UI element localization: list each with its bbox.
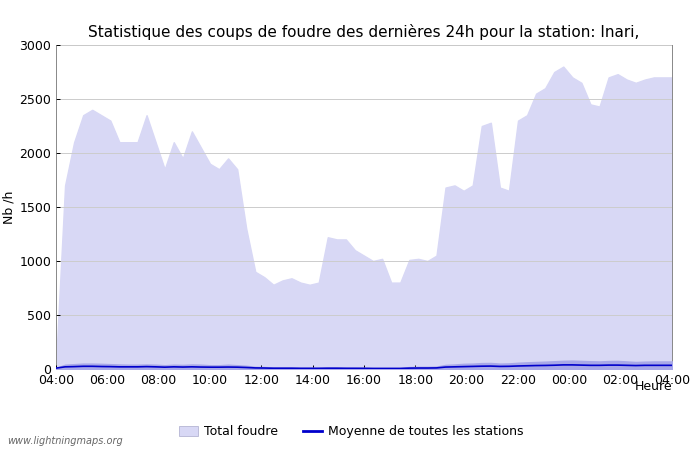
Title: Statistique des coups de foudre des dernières 24h pour la station: Inari,: Statistique des coups de foudre des dern…	[88, 24, 640, 40]
Y-axis label: Nb /h: Nb /h	[2, 190, 15, 224]
Text: Heure: Heure	[634, 380, 672, 393]
Text: www.lightningmaps.org: www.lightningmaps.org	[7, 436, 122, 446]
